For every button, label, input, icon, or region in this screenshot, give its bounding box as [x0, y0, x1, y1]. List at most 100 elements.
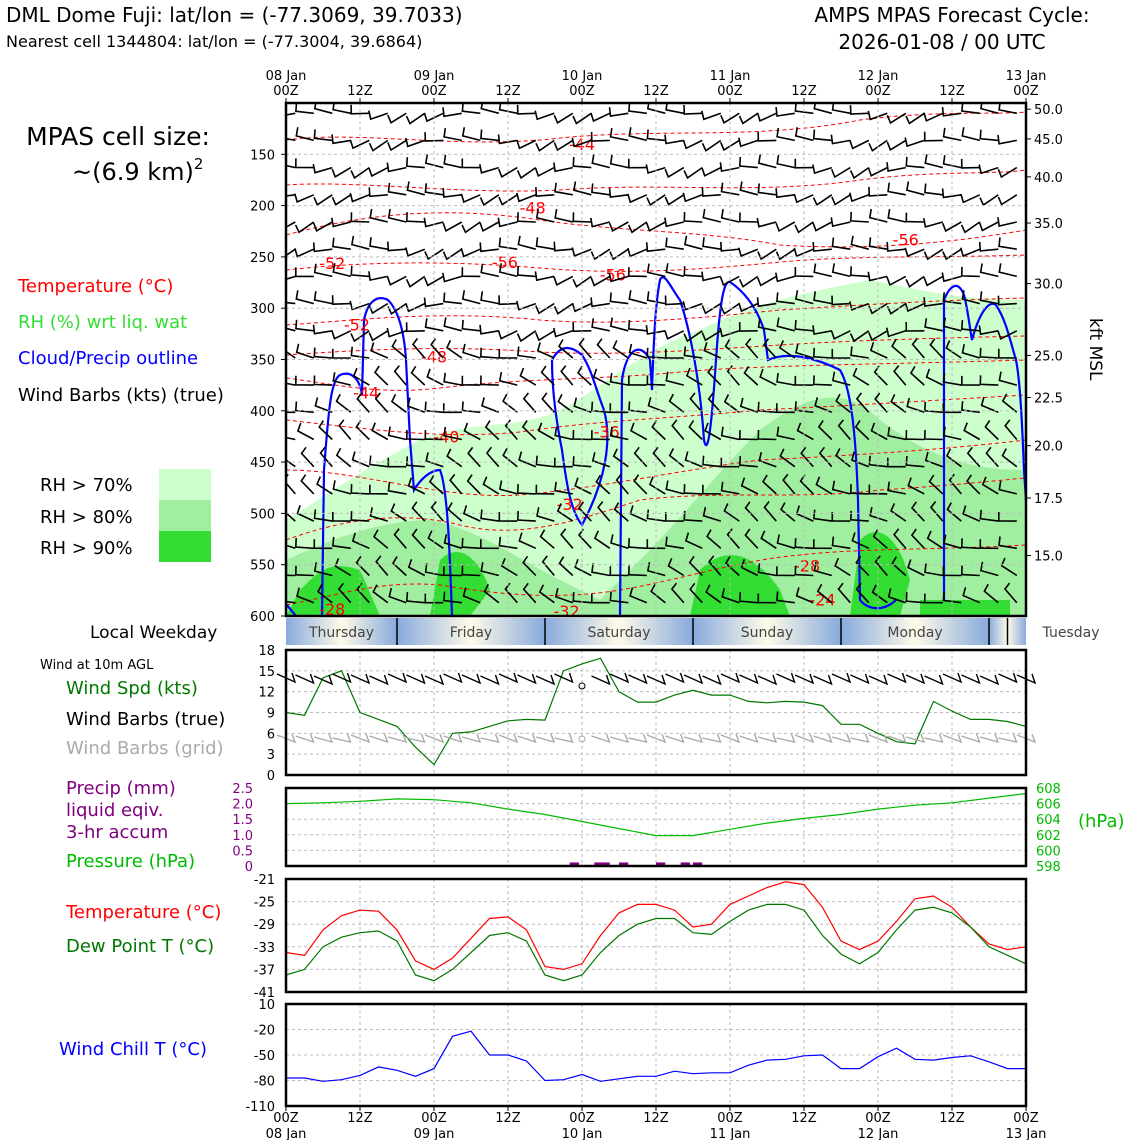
wind-barb — [757, 131, 777, 142]
wind-barb — [572, 429, 592, 441]
wind-barb — [312, 221, 333, 232]
wind-barb — [704, 422, 722, 441]
wind-barb — [633, 474, 648, 495]
wind-barb — [572, 592, 592, 604]
wind-barb — [683, 235, 703, 250]
wind-barb — [393, 528, 407, 549]
wind-barb — [609, 426, 629, 441]
pressure-tick-label: 150 — [250, 148, 275, 163]
wind-barb — [369, 507, 389, 522]
wind-barb — [893, 528, 907, 549]
wind-barb — [591, 563, 610, 577]
wind-barb — [628, 103, 647, 115]
wind-barb — [683, 266, 703, 278]
wind-barb — [775, 188, 795, 199]
wind-barb — [924, 563, 943, 577]
wind-barb — [683, 104, 703, 115]
wind-barb — [461, 375, 481, 386]
wind-barb — [313, 375, 333, 386]
wind-barb — [738, 322, 758, 332]
wind-barb — [668, 448, 685, 468]
wind-barb — [393, 365, 407, 386]
wind-barb-true — [905, 673, 926, 685]
wind-barb — [406, 397, 426, 414]
top-date-label: 08 Jan — [266, 69, 307, 84]
legend-rh80-swatch — [159, 500, 211, 531]
wind-barb — [757, 318, 777, 332]
wind-barb — [331, 194, 352, 206]
wind-barb — [757, 401, 777, 414]
wind-barb — [646, 509, 666, 522]
wind-barb — [812, 129, 832, 142]
wind-barb — [461, 103, 481, 115]
kft-tick-label: 25.0 — [1034, 349, 1063, 364]
wind-barb — [351, 532, 370, 550]
wind-barb — [460, 193, 481, 204]
wind-barb — [701, 330, 722, 342]
wind-barb — [296, 505, 315, 522]
wind-barb — [1001, 448, 1018, 468]
y-tick-label: -33 — [254, 941, 275, 956]
wind-barb — [738, 430, 758, 441]
wind-barb — [794, 290, 814, 305]
top-hour-label: 12Z — [347, 84, 373, 99]
wind-barb-true — [554, 672, 574, 684]
wind-barb — [627, 538, 647, 550]
wind-barb — [756, 112, 777, 123]
wind-barb — [535, 302, 555, 315]
wind-barb — [461, 127, 481, 142]
wind-barb — [446, 448, 463, 468]
wind-barb — [948, 473, 962, 495]
wind-barb — [286, 600, 296, 604]
wind-barb — [591, 154, 610, 169]
wind-barb — [664, 134, 684, 145]
wind-barb — [430, 338, 444, 359]
wind-barb — [905, 275, 925, 288]
wind-barb — [905, 112, 925, 125]
wind-barb — [904, 302, 925, 313]
wind-barb — [516, 212, 536, 223]
wind-barb — [961, 344, 981, 359]
wind-barb-grid — [591, 733, 611, 744]
precip-bar — [619, 862, 629, 866]
wind-barb — [560, 528, 574, 549]
wind-barb — [411, 528, 426, 549]
wind-barb — [300, 474, 315, 495]
wind-barb — [665, 480, 685, 495]
wind-barb — [461, 267, 481, 278]
wind-barb-grid — [313, 733, 334, 744]
precip-tick-label: 1.5 — [232, 813, 253, 828]
wind-barb-grid — [961, 733, 981, 744]
bottom-hour-label: 00Z — [717, 1111, 743, 1126]
wind-barb — [924, 451, 944, 468]
wind-barb-grid — [498, 733, 519, 744]
wind-barb — [756, 275, 777, 287]
wind-barb — [578, 337, 592, 359]
wind-barb — [929, 501, 944, 522]
wind-barb — [407, 477, 426, 495]
wind-barb — [682, 192, 703, 203]
wind-barb — [665, 263, 684, 278]
wind-barb — [702, 208, 721, 223]
wind-barb — [609, 292, 629, 305]
wind-barb — [497, 217, 518, 228]
wind-barb — [331, 330, 352, 340]
wind-barb — [553, 139, 574, 152]
wind-barb — [981, 476, 999, 495]
calm-circle — [578, 682, 586, 690]
wind-barb — [628, 290, 648, 305]
wind-barb — [849, 166, 870, 180]
wind-barb — [941, 188, 962, 199]
wind-barb — [702, 455, 721, 468]
wind-barb — [539, 529, 555, 549]
wind-barb — [405, 137, 426, 148]
wind-barb — [776, 292, 795, 305]
wind-barb — [350, 330, 370, 343]
bottom-hour-label: 12Z — [643, 1111, 669, 1126]
wind-barb-grid — [646, 733, 667, 744]
top-hour-label: 00Z — [1013, 84, 1039, 99]
wind-barb-true — [276, 672, 297, 684]
wind-barb — [978, 221, 999, 232]
y-tick-label: 0 — [267, 769, 275, 784]
